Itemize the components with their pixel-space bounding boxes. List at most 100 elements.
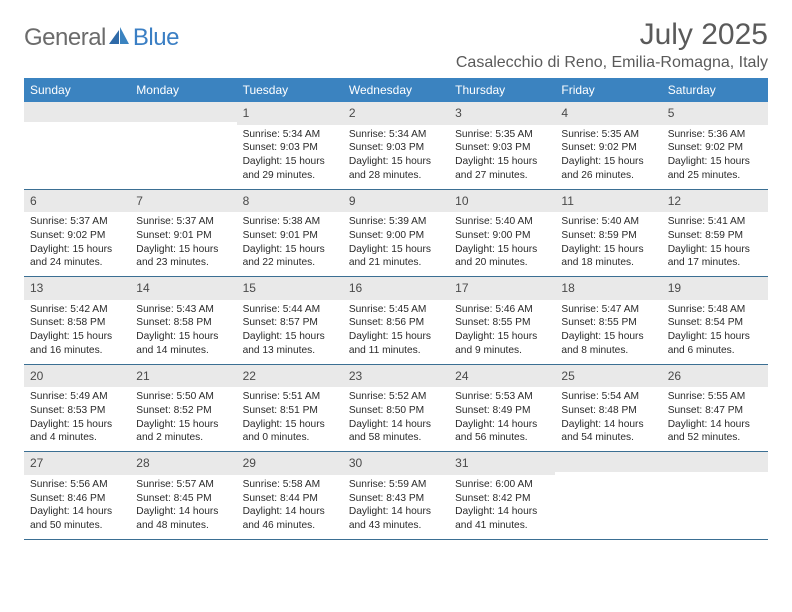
daylight-line1: Daylight: 15 hours <box>30 418 124 432</box>
day-number: 23 <box>349 369 362 383</box>
day-number: 4 <box>561 106 568 120</box>
day-number: 8 <box>243 194 250 208</box>
day-body: Sunrise: 5:59 AMSunset: 8:43 PMDaylight:… <box>343 475 449 539</box>
daylight-line2: and 14 minutes. <box>136 344 230 358</box>
day-body: Sunrise: 5:53 AMSunset: 8:49 PMDaylight:… <box>449 387 555 451</box>
day-number: 5 <box>668 106 675 120</box>
calendar-day: 26Sunrise: 5:55 AMSunset: 8:47 PMDayligh… <box>662 365 768 452</box>
weekday-header: Thursday <box>449 78 555 102</box>
daylight-line1: Daylight: 15 hours <box>243 155 337 169</box>
day-number-row: 23 <box>343 365 449 388</box>
day-number-row: 21 <box>130 365 236 388</box>
calendar-day: 17Sunrise: 5:46 AMSunset: 8:55 PMDayligh… <box>449 277 555 364</box>
calendar-day: 31 Sunrise: 6:00 AMSunset: 8:42 PMDayligh… <box>449 452 555 539</box>
sunrise-text: Sunrise: 5:34 AM <box>349 128 443 142</box>
day-number: 6 <box>30 194 37 208</box>
day-number-row: 28 <box>130 452 236 475</box>
location-subtitle: Casalecchio di Reno, Emilia-Romagna, Ita… <box>456 54 768 72</box>
daylight-line2: and 50 minutes. <box>30 519 124 533</box>
sunset-text: Sunset: 8:50 PM <box>349 404 443 418</box>
sunrise-text: Sunrise: 5:49 AM <box>30 390 124 404</box>
sunrise-text: Sunrise: 5:52 AM <box>349 390 443 404</box>
day-number-row: 6 <box>24 190 130 213</box>
day-body: Sunrise: 5:38 AMSunset: 9:01 PMDaylight:… <box>237 212 343 276</box>
day-number-row: 26 <box>662 365 768 388</box>
sunrise-text: Sunrise: 5:37 AM <box>30 215 124 229</box>
calendar-day: 20Sunrise: 5:49 AMSunset: 8:53 PMDayligh… <box>24 365 130 452</box>
calendar-day: 30Sunrise: 5:59 AMSunset: 8:43 PMDayligh… <box>343 452 449 539</box>
sunrise-text: Sunrise: 5:54 AM <box>561 390 655 404</box>
sunrise-text: Sunrise: 5:50 AM <box>136 390 230 404</box>
sunrise-text: Sunrise: 5:35 AM <box>561 128 655 142</box>
daylight-line2: and 9 minutes. <box>455 344 549 358</box>
sunset-text: Sunset: 9:02 PM <box>668 141 762 155</box>
brand-part1: General <box>24 24 106 52</box>
day-number-row: 31 <box>449 452 555 475</box>
day-number: 26 <box>668 369 681 383</box>
weekday-header: Wednesday <box>343 78 449 102</box>
calendar-day <box>130 102 236 189</box>
calendar-day: 4 Sunrise: 5:35 AMSunset: 9:02 PMDaylight… <box>555 102 661 189</box>
calendar-week: 13Sunrise: 5:42 AMSunset: 8:58 PMDayligh… <box>24 277 768 365</box>
calendar-day: 12Sunrise: 5:41 AMSunset: 8:59 PMDayligh… <box>662 190 768 277</box>
calendar-day: 6Sunrise: 5:37 AMSunset: 9:02 PMDaylight… <box>24 190 130 277</box>
day-number: 19 <box>668 281 681 295</box>
daylight-line2: and 16 minutes. <box>30 344 124 358</box>
calendar-day: 13Sunrise: 5:42 AMSunset: 8:58 PMDayligh… <box>24 277 130 364</box>
daylight-line2: and 48 minutes. <box>136 519 230 533</box>
brand-sail-icon <box>109 27 129 50</box>
daylight-line1: Daylight: 14 hours <box>349 418 443 432</box>
day-body: Sunrise: 5:41 AMSunset: 8:59 PMDaylight:… <box>662 212 768 276</box>
daylight-line1: Daylight: 15 hours <box>561 243 655 257</box>
day-body: Sunrise: 5:35 AMSunset: 9:02 PMDaylight:… <box>555 125 661 189</box>
day-number-row: 11 <box>555 190 661 213</box>
day-body: Sunrise: 5:48 AMSunset: 8:54 PMDaylight:… <box>662 300 768 364</box>
sunset-text: Sunset: 8:56 PM <box>349 316 443 330</box>
weekday-header: Friday <box>555 78 661 102</box>
day-body: Sunrise: 5:56 AMSunset: 8:46 PMDaylight:… <box>24 475 130 539</box>
sunrise-text: Sunrise: 5:48 AM <box>668 303 762 317</box>
day-body: Sunrise: 5:58 AMSunset: 8:44 PMDaylight:… <box>237 475 343 539</box>
sunrise-text: Sunrise: 5:35 AM <box>455 128 549 142</box>
day-number: 31 <box>455 456 468 470</box>
daylight-line2: and 17 minutes. <box>668 256 762 270</box>
sunrise-text: Sunrise: 5:37 AM <box>136 215 230 229</box>
day-number-row: 10 <box>449 190 555 213</box>
day-number-row <box>130 102 236 122</box>
day-number: 10 <box>455 194 468 208</box>
calendar-week: 27 Sunrise: 5:56 AMSunset: 8:46 PMDayligh… <box>24 452 768 540</box>
daylight-line1: Daylight: 15 hours <box>243 418 337 432</box>
day-number-row: 4 <box>555 102 661 125</box>
day-body: Sunrise: 5:57 AMSunset: 8:45 PMDaylight:… <box>130 475 236 539</box>
weekday-header: Saturday <box>662 78 768 102</box>
calendar-day: 10Sunrise: 5:40 AMSunset: 9:00 PMDayligh… <box>449 190 555 277</box>
sunrise-text: Sunrise: 6:00 AM <box>455 478 549 492</box>
day-number: 27 <box>30 456 43 470</box>
day-body: Sunrise: 6:00 AMSunset: 8:42 PMDaylight:… <box>449 475 555 539</box>
daylight-line2: and 46 minutes. <box>243 519 337 533</box>
day-number-row: 7 <box>130 190 236 213</box>
calendar-day: 16Sunrise: 5:45 AMSunset: 8:56 PMDayligh… <box>343 277 449 364</box>
daylight-line1: Daylight: 14 hours <box>455 505 549 519</box>
day-number: 25 <box>561 369 574 383</box>
day-number-row: 12 <box>662 190 768 213</box>
calendar-day: 1Sunrise: 5:34 AMSunset: 9:03 PMDaylight… <box>237 102 343 189</box>
daylight-line1: Daylight: 15 hours <box>136 330 230 344</box>
sunrise-text: Sunrise: 5:38 AM <box>243 215 337 229</box>
day-body: Sunrise: 5:34 AMSunset: 9:03 PMDaylight:… <box>343 125 449 189</box>
sunset-text: Sunset: 9:01 PM <box>136 229 230 243</box>
sunset-text: Sunset: 8:48 PM <box>561 404 655 418</box>
sunset-text: Sunset: 8:58 PM <box>136 316 230 330</box>
daylight-line2: and 52 minutes. <box>668 431 762 445</box>
sunset-text: Sunset: 9:03 PM <box>349 141 443 155</box>
day-body: Sunrise: 5:39 AMSunset: 9:00 PMDaylight:… <box>343 212 449 276</box>
calendar-day: 28Sunrise: 5:57 AMSunset: 8:45 PMDayligh… <box>130 452 236 539</box>
sunrise-text: Sunrise: 5:51 AM <box>243 390 337 404</box>
day-body: Sunrise: 5:35 AMSunset: 9:03 PMDaylight:… <box>449 125 555 189</box>
calendar-day <box>555 452 661 539</box>
calendar-day: 21Sunrise: 5:50 AMSunset: 8:52 PMDayligh… <box>130 365 236 452</box>
day-number: 16 <box>349 281 362 295</box>
daylight-line1: Daylight: 15 hours <box>30 243 124 257</box>
day-number: 9 <box>349 194 356 208</box>
daylight-line1: Daylight: 14 hours <box>561 418 655 432</box>
